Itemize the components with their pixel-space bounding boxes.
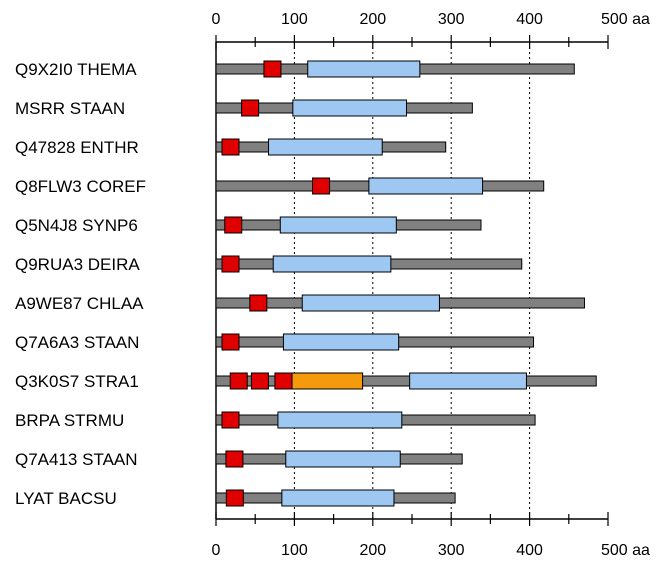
domain-red — [221, 138, 240, 156]
domain-blue — [282, 333, 400, 351]
protein-name: LYAT BACSU — [15, 489, 117, 508]
protein-name: Q7A6A3 STAAN — [15, 333, 139, 352]
tick-label-top: 100 — [281, 11, 308, 28]
axis-tick-labels: 0 0 100 100 200 200 300 300 400 400 500 aa 500 aa — [212, 11, 650, 559]
tick-label-bottom: 400 — [516, 542, 543, 559]
protein-row: Q7A6A3 STAAN — [15, 333, 535, 352]
protein-backbone — [215, 375, 597, 387]
domain-red — [274, 372, 293, 390]
protein-row: A9WE87 CHLAA — [15, 294, 585, 313]
domain-blue — [301, 294, 440, 312]
domain-red — [224, 216, 243, 234]
domain-red — [229, 372, 248, 390]
tick-label-top: 300 — [438, 11, 465, 28]
protein-row: Q8FLW3 COREF — [15, 177, 545, 196]
domain-red — [221, 255, 240, 273]
tick-label-bottom: 100 — [281, 542, 308, 559]
tick-label-top: 400 — [516, 11, 543, 28]
protein-rows: Q9X2I0 THEMA MSRR STAAN Q47828 ENTHR Q8FLW3… — [15, 60, 597, 508]
domain-red — [221, 333, 240, 351]
domain-red — [241, 99, 260, 117]
protein-name: Q9RUA3 DEIRA — [15, 255, 140, 274]
protein-name: Q5N4J8 SYNP6 — [15, 216, 138, 235]
protein-row: Q9RUA3 DEIRA — [15, 255, 523, 274]
protein-name: Q7A413 STAAN — [15, 450, 138, 469]
domain-blue — [368, 177, 484, 195]
domain-blue — [279, 216, 397, 234]
domain-blue — [277, 411, 403, 429]
protein-name: Q8FLW3 COREF — [15, 177, 146, 196]
domain-blue — [285, 450, 401, 468]
domain-red — [250, 372, 269, 390]
tick-label-top: 200 — [359, 11, 386, 28]
protein-row: Q47828 ENTHR — [15, 138, 447, 157]
domain-red — [249, 294, 268, 312]
domain-red — [263, 60, 282, 78]
protein-row: MSRR STAAN — [15, 99, 473, 118]
protein-row: Q5N4J8 SYNP6 — [15, 216, 482, 235]
protein-name: Q47828 ENTHR — [15, 138, 139, 157]
tick-label-bottom: 200 — [359, 542, 386, 559]
axis-frame — [215, 41, 608, 520]
domain-blue — [268, 138, 383, 156]
protein-name: MSRR STAAN — [15, 99, 125, 118]
protein-row: Q7A413 STAAN — [15, 450, 463, 469]
protein-row: LYAT BACSU — [15, 489, 456, 508]
tick-label-bottom: 300 — [438, 542, 465, 559]
tick-label-top: 500 aa — [601, 11, 650, 28]
protein-name: A9WE87 CHLAA — [15, 294, 144, 313]
axis-ticks — [215, 35, 609, 526]
domain-red — [312, 177, 331, 195]
protein-name: Q3K0S7 STRA1 — [15, 372, 139, 391]
domain-red — [225, 450, 244, 468]
domain-red — [225, 489, 244, 507]
tick-label-bottom: 0 — [212, 542, 221, 559]
protein-row: BRPA STRMU — [15, 411, 536, 430]
domain-blue — [292, 99, 408, 117]
protein-row: Q9X2I0 THEMA — [15, 60, 575, 79]
tick-label-top: 0 — [212, 11, 221, 28]
domain-orange — [291, 372, 364, 390]
domain-blue — [307, 60, 421, 78]
domain-blue — [281, 489, 395, 507]
protein-name: Q9X2I0 THEMA — [15, 60, 137, 79]
domain-blue — [409, 372, 527, 390]
protein-row: Q3K0S7 STRA1 — [15, 372, 597, 391]
domain-blue — [272, 255, 392, 273]
tick-label-bottom: 500 aa — [601, 542, 650, 559]
protein-name: BRPA STRMU — [15, 411, 124, 430]
domain-red — [221, 411, 240, 429]
